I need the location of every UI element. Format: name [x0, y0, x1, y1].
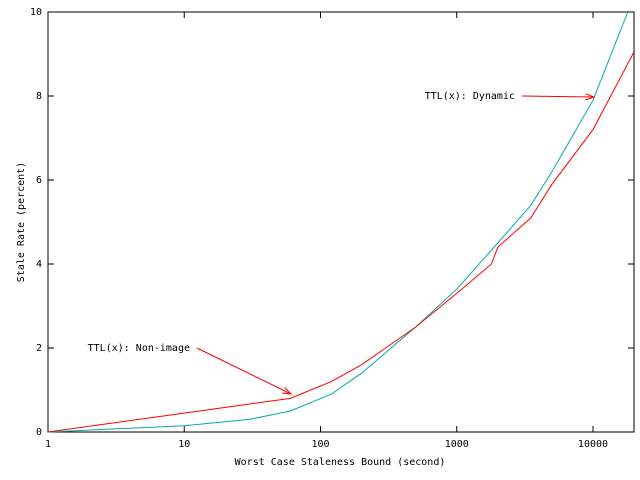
x-tick-label: 1	[45, 439, 51, 450]
series-label: TTL(x): Non-image	[88, 343, 190, 354]
x-tick-label: 10000	[578, 439, 608, 450]
series-line	[47, 11, 629, 433]
series-label: TTL(x): Dynamic	[425, 91, 515, 102]
arrow-line	[196, 347, 292, 395]
y-tick-label: 2	[36, 343, 42, 354]
y-tick-label: 10	[30, 7, 42, 18]
y-tick-label: 0	[36, 427, 42, 438]
arrow-head	[585, 93, 596, 101]
x-tick-label: 10	[178, 439, 190, 450]
series-line	[47, 51, 635, 433]
arrow-head	[281, 387, 293, 395]
x-tick-label: 100	[311, 439, 329, 450]
plot-frame	[47, 11, 635, 433]
y-axis-label: Stale Rate (percent)	[16, 162, 27, 282]
arrow-line	[521, 95, 595, 98]
y-tick-label: 4	[36, 259, 42, 270]
y-tick-label: 6	[36, 175, 42, 186]
y-tick-label: 8	[36, 91, 42, 102]
x-tick-label: 1000	[445, 439, 469, 450]
x-axis-label: Worst Case Staleness Bound (second)	[235, 457, 446, 468]
